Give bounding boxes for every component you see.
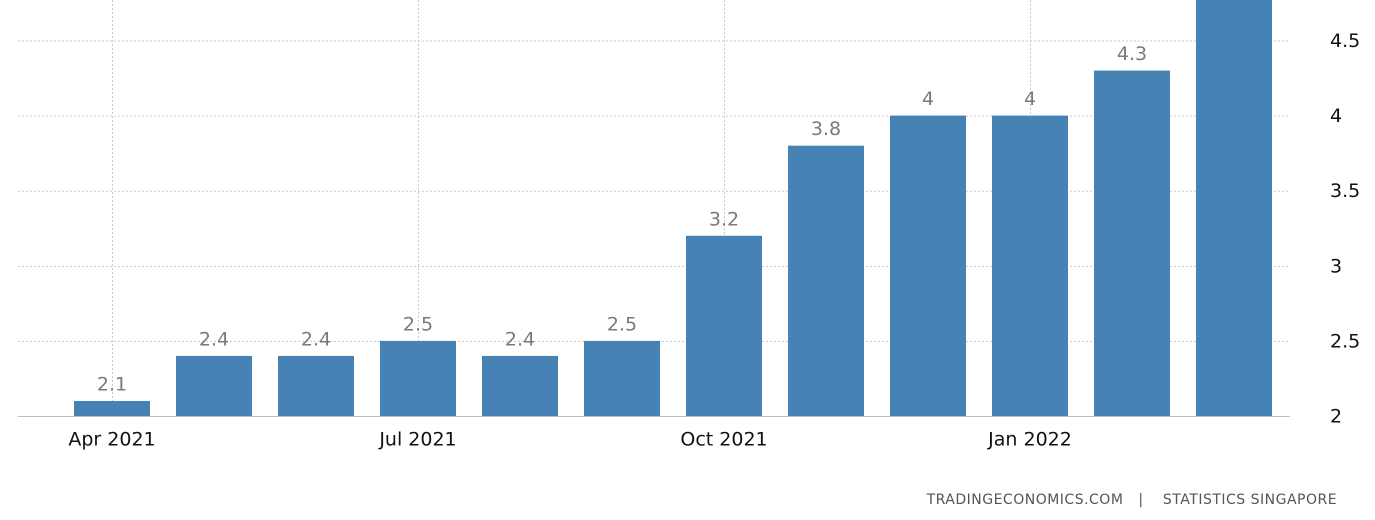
bar (686, 235, 762, 416)
x-tick-label: Apr 2021 (68, 429, 155, 451)
x-tick-label: Jul 2021 (378, 429, 456, 451)
value-label: 2.4 (505, 328, 535, 350)
value-label: 2.5 (607, 313, 637, 335)
y-tick-label: 3 (1330, 255, 1342, 277)
y-tick-label: 4 (1330, 105, 1342, 127)
x-tick-label: Oct 2021 (680, 429, 767, 451)
value-label: 3.2 (709, 208, 739, 230)
bar (584, 340, 660, 416)
y-tick-label: 4.5 (1330, 30, 1360, 52)
bar (890, 115, 966, 416)
value-label: 2.1 (97, 373, 127, 395)
x-tick-label: Jan 2022 (987, 429, 1072, 451)
source: TRADINGECONOMICS.COM (926, 492, 1124, 508)
value-label: 4 (922, 88, 934, 110)
value-label: 2.4 (301, 328, 331, 350)
bars (74, 0, 1272, 416)
source: STATISTICS SINGAPORE (1163, 492, 1337, 508)
bar (992, 115, 1068, 416)
y-tick-label: 2 (1330, 406, 1342, 428)
separator: | (1138, 492, 1143, 508)
value-label: 4 (1024, 88, 1036, 110)
bar (1094, 70, 1170, 416)
bar (788, 145, 864, 416)
y-tick-label: 3.5 (1330, 180, 1360, 202)
bar (176, 355, 252, 416)
bar (278, 355, 354, 416)
bar (482, 355, 558, 416)
y-tick-label: 2.5 (1330, 330, 1360, 352)
value-label: 4.3 (1117, 43, 1147, 65)
bar (380, 340, 456, 416)
value-label: 2.4 (199, 328, 229, 350)
value-label: 2.5 (403, 313, 433, 335)
bar (1196, 0, 1272, 416)
bar (74, 400, 150, 416)
value-label: 3.8 (811, 118, 841, 140)
